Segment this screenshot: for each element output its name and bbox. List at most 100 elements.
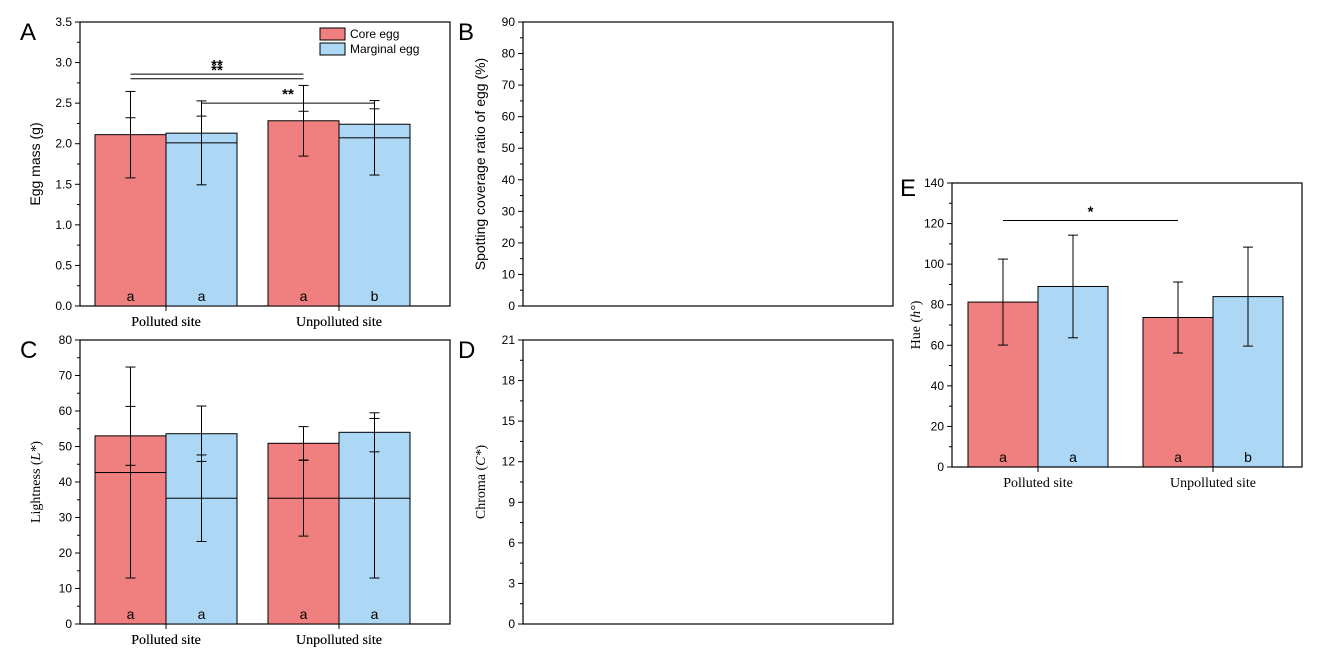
group-letter: a	[371, 606, 379, 622]
axis-frame	[522, 21, 894, 307]
error-bar	[998, 258, 1008, 346]
y-tick-label: 60	[59, 404, 73, 418]
y-tick-label: 30	[59, 511, 73, 525]
panel-letter: D	[458, 337, 475, 364]
y-tick-label: 90	[502, 15, 516, 29]
panel-letter: E	[900, 175, 916, 202]
y-tick-label: 12	[502, 455, 516, 469]
y-tick-label: 20	[502, 236, 516, 250]
y-tick-label: 21	[502, 333, 516, 347]
error-bar	[1173, 281, 1183, 354]
panel-d: Da a a a 0 3 6 9 12 15 18 21 Polluted site Unpolluted…	[94, 333, 894, 648]
group-letter: a	[999, 449, 1007, 465]
panel-letter: A	[20, 19, 36, 46]
x-tick-label: Polluted site	[131, 633, 201, 648]
y-tick-label: 10	[502, 267, 516, 281]
error-bar	[1068, 234, 1078, 339]
y-tick-label: 2.0	[55, 137, 72, 151]
group-letter: b	[371, 288, 379, 304]
y-tick-label: 3.5	[55, 15, 72, 29]
x-tick-label: Unpolluted site	[296, 315, 382, 330]
y-tick-label: 0.0	[55, 299, 72, 313]
x-tick-label: Unpolluted site	[1170, 476, 1256, 491]
y-tick-label: 0	[937, 460, 944, 474]
y-tick-label: 9	[508, 495, 515, 509]
x-tick-label: Polluted site	[131, 315, 201, 330]
axis-frame	[522, 339, 894, 625]
y-tick-label: 1.0	[55, 218, 72, 232]
y-tick-label: 18	[502, 374, 516, 388]
y-tick-label: 0	[508, 617, 515, 631]
legend-swatch-marginal	[319, 42, 346, 56]
y-tick-label: 6	[508, 536, 515, 550]
y-tick-label: 100	[924, 257, 944, 271]
y-tick-label: 1.5	[55, 177, 72, 191]
y-tick-label: 60	[931, 338, 945, 352]
x-tick-label: Polluted site	[131, 315, 201, 330]
y-tick-label: 10	[59, 582, 73, 596]
group-letter: b	[1244, 449, 1252, 465]
y-tick-label: 3	[508, 576, 515, 590]
y-tick-label: 80	[931, 298, 945, 312]
significance-label: **	[211, 57, 223, 74]
y-tick-label: 30	[502, 204, 516, 218]
y-tick-label: 3.0	[55, 56, 72, 70]
legend-swatch-core	[319, 27, 346, 41]
error-bar	[369, 100, 380, 176]
error-bar	[1243, 246, 1253, 347]
y-tick-label: 0	[65, 617, 72, 631]
y-tick-label: 0	[508, 299, 515, 313]
error-bar	[125, 366, 136, 579]
error-bar	[298, 459, 309, 537]
legend-entry: Core egg	[350, 27, 399, 41]
y-tick-label: 120	[924, 217, 944, 231]
y-tick-label: 15	[502, 414, 516, 428]
y-tick-label: 50	[502, 141, 516, 155]
x-tick-label: Unpolluted site	[296, 633, 382, 648]
error-bar	[369, 417, 380, 579]
y-tick-label: 60	[502, 110, 516, 124]
significance-label: **	[211, 62, 223, 79]
y-tick-label: 80	[59, 333, 73, 347]
error-bar	[196, 454, 207, 543]
significance-label: *	[1088, 204, 1094, 221]
group-letter: a	[1069, 449, 1077, 465]
y-axis-label: Chroma (C*)	[474, 445, 489, 520]
group-letter: a	[300, 606, 308, 622]
group-letter: a	[127, 606, 135, 622]
group-letter: a	[300, 288, 308, 304]
y-tick-label: 2.5	[55, 96, 72, 110]
legend-entry: Marginal egg	[350, 42, 419, 56]
y-tick-label: 40	[931, 379, 945, 393]
y-tick-label: 70	[59, 369, 73, 383]
panel-letter: B	[458, 19, 474, 46]
group-letter: a	[1174, 449, 1182, 465]
y-tick-label: 140	[924, 176, 944, 190]
x-tick-label: Unpolluted site	[296, 633, 382, 648]
error-bar	[125, 90, 136, 179]
y-axis-label: Lightness (L*)	[29, 441, 44, 523]
y-tick-label: 40	[59, 475, 73, 489]
group-letter: a	[127, 288, 135, 304]
error-bar	[298, 84, 309, 157]
y-tick-label: 0.5	[55, 258, 72, 272]
y-tick-label: 80	[502, 47, 516, 61]
panel-b: Ba a a b 0 10 20 30 40 50 60 70 80 90 Polluted site Unp…	[94, 15, 894, 330]
y-axis-label: Hue (h°)	[909, 300, 924, 349]
error-bar	[196, 100, 207, 186]
panel-letter: C	[20, 337, 37, 364]
significance-label: **	[282, 86, 294, 103]
x-tick-label: Unpolluted site	[296, 315, 382, 330]
y-tick-label: 20	[931, 419, 945, 433]
x-tick-label: Polluted site	[1003, 476, 1073, 491]
group-letter: a	[198, 606, 206, 622]
y-axis-label: Spotting coverage ratio of egg (%)	[472, 58, 488, 270]
y-tick-label: 20	[59, 546, 73, 560]
group-letter: a	[198, 288, 206, 304]
y-tick-label: 50	[59, 440, 73, 454]
y-tick-label: 70	[502, 78, 516, 92]
y-axis-label: Egg mass (g)	[27, 122, 43, 205]
